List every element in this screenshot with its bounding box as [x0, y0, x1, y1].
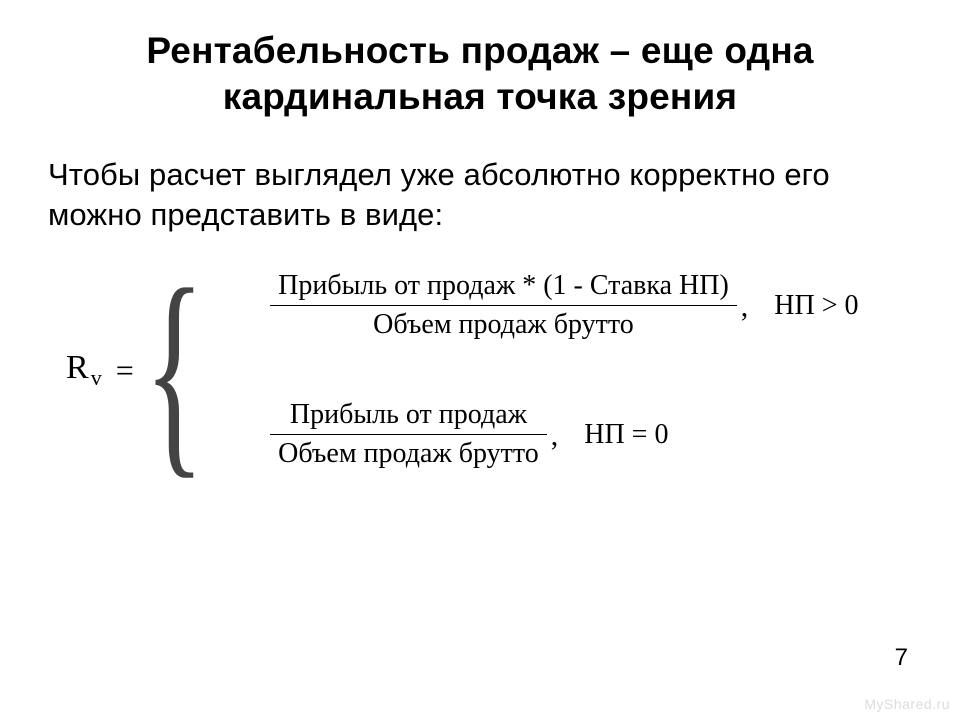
case-condition: НП = 0 [584, 419, 668, 451]
fraction: Прибыль от продаж * (1 - Ставка НП) Объе… [270, 267, 737, 344]
lhs-subscript: v [91, 365, 102, 390]
body-paragraph: Чтобы расчет выглядел уже абсолютно корр… [48, 155, 912, 236]
left-brace-icon: { [144, 280, 205, 459]
slide: Рентабельность продаж – еще одна кардина… [0, 0, 960, 720]
slide-title: Рентабельность продаж – еще одна кардина… [48, 28, 912, 121]
case-condition: НП > 0 [774, 290, 858, 322]
fraction-denominator: Объем продаж брутто [365, 306, 642, 344]
fraction-denominator: Объем продаж брутто [270, 435, 547, 473]
case-separator: , [551, 419, 559, 473]
fraction: Прибыль от продаж Объем продаж брутто [270, 396, 547, 473]
fraction-numerator: Прибыль от продаж * (1 - Ставка НП) [270, 267, 737, 305]
case-row: Прибыль от продаж * (1 - Ставка НП) Объе… [270, 267, 858, 344]
formula-cases: Прибыль от продаж * (1 - Ставка НП) Объе… [270, 267, 858, 473]
formula-lhs: Rv [66, 349, 102, 392]
case-separator: , [741, 290, 749, 344]
page-number: 7 [895, 644, 908, 672]
case-row: Прибыль от продаж Объем продаж брутто , … [270, 396, 858, 473]
lhs-symbol: R [66, 349, 89, 386]
watermark: MyShared.ru [864, 696, 950, 712]
fraction-numerator: Прибыль от продаж [282, 396, 535, 434]
formula-block: Rv = { Прибыль от продаж * (1 - Ставка Н… [48, 267, 912, 473]
equals-sign: = [116, 352, 134, 389]
